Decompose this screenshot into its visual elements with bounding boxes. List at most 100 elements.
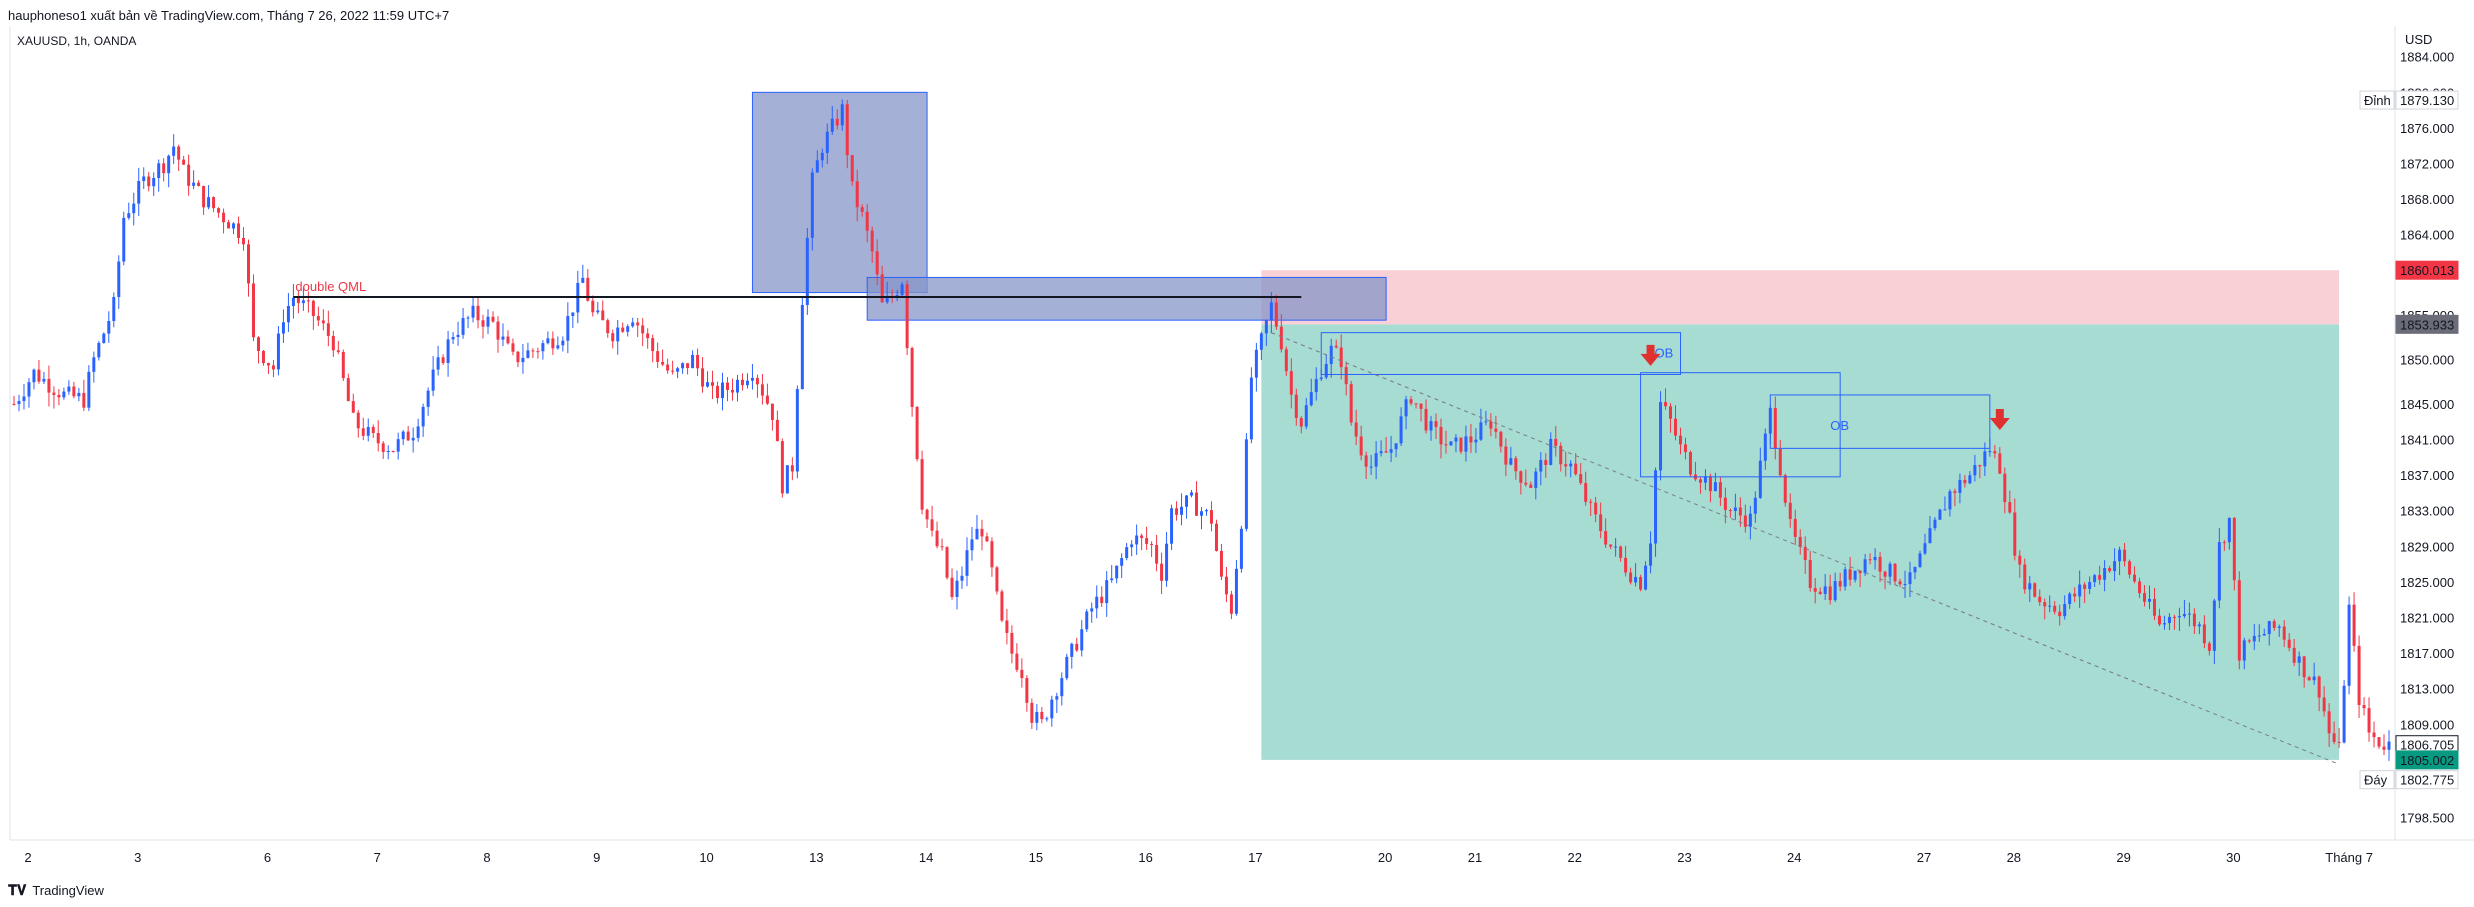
- candle-body: [2252, 635, 2256, 642]
- candle-body: [855, 181, 859, 208]
- candle-body: [1254, 349, 1258, 378]
- candle-body: [466, 317, 470, 319]
- candle-body: [760, 384, 764, 396]
- candle-body: [237, 223, 241, 238]
- candle-body: [1703, 476, 1707, 483]
- candle-body: [2148, 598, 2152, 602]
- candle-body: [785, 465, 789, 494]
- candle-body: [2352, 604, 2356, 646]
- candle-body: [820, 152, 824, 161]
- candle-body: [765, 395, 769, 404]
- candle-body: [1190, 492, 1194, 496]
- candle-body: [2382, 746, 2386, 750]
- candle-body: [726, 382, 729, 390]
- x-tick-label: 17: [1248, 850, 1262, 865]
- candle-body: [127, 213, 131, 218]
- y-tick-label: 1798.500: [2400, 811, 2454, 826]
- candle-body: [152, 177, 156, 187]
- candle-body: [636, 322, 640, 326]
- candle-body: [396, 439, 400, 452]
- y-tick-label: 1809.000: [2400, 717, 2454, 732]
- candle-body: [2172, 616, 2176, 618]
- candle-body: [102, 333, 106, 343]
- candle-body: [1509, 458, 1513, 465]
- candle-body: [1723, 497, 1727, 511]
- candle-body: [1788, 502, 1792, 519]
- candle-body: [666, 364, 670, 371]
- supply-zone-box-1: [751, 91, 928, 294]
- candle-body: [336, 350, 340, 352]
- candle-body: [1130, 544, 1134, 548]
- candle-body: [1823, 586, 1827, 594]
- candle-body: [1773, 407, 1777, 449]
- candle-body: [2048, 605, 2052, 607]
- candle-body: [346, 378, 350, 402]
- candle-body: [1304, 405, 1308, 427]
- candle-body: [2068, 593, 2072, 605]
- candle-body: [616, 327, 620, 342]
- candle-body: [1678, 435, 1682, 445]
- candle-body: [2157, 615, 2161, 625]
- candle-body: [137, 181, 141, 204]
- candle-body: [1359, 436, 1363, 456]
- candle-body: [915, 406, 919, 460]
- candle-body: [1888, 563, 1892, 577]
- candle-body: [1818, 591, 1822, 594]
- candle-body: [1449, 441, 1453, 446]
- candle-body: [1748, 513, 1752, 527]
- candle-body: [1439, 427, 1443, 445]
- candle-body: [1963, 479, 1967, 484]
- candle-body: [2192, 613, 2196, 627]
- candle-body: [571, 312, 575, 316]
- footer-brand[interactable]: 𝐓𝐕 TradingView: [8, 882, 104, 899]
- candle-body: [2257, 635, 2261, 637]
- candle-body: [1938, 509, 1942, 520]
- price-tag-stop-loss: [2395, 260, 2459, 280]
- candle-body: [2262, 634, 2266, 636]
- x-axis-labels: 2 3 6 7 8 9 10 13 14 15 16 17 20 21 22 23 24 27 28 29 30 Thán…: [24, 850, 2373, 865]
- candle-body: [1544, 460, 1548, 465]
- x-tick-label: 6: [264, 850, 271, 865]
- candle-body: [940, 546, 944, 548]
- x-tick-label: 21: [1468, 850, 1482, 865]
- candle-body: [1209, 510, 1213, 524]
- candle-body: [172, 146, 176, 156]
- candle-body: [2357, 645, 2361, 706]
- candle-body: [426, 390, 430, 407]
- symbol-label: XAUUSD, 1h, OANDA: [17, 34, 137, 48]
- candle-body: [17, 401, 21, 405]
- candles-group: [12, 99, 2391, 761]
- candle-body: [247, 244, 251, 284]
- candle-body: [1698, 479, 1702, 483]
- candle-body: [1150, 543, 1154, 545]
- candle-body: [1015, 653, 1019, 670]
- candle-body: [2202, 624, 2206, 644]
- candle-body: [1344, 367, 1348, 385]
- candle-body: [1728, 510, 1732, 512]
- y-tick-label: 1817.000: [2400, 646, 2454, 661]
- currency-label: USD: [2405, 32, 2432, 47]
- candle-body: [1284, 349, 1288, 372]
- candle-body: [1644, 565, 1648, 590]
- candle-body: [331, 335, 335, 351]
- candle-body: [1554, 438, 1558, 446]
- price-tag-label-low: Đáy: [2364, 773, 2388, 788]
- candle-body: [1953, 491, 1957, 493]
- candle-body: [1234, 568, 1238, 614]
- candle-body: [755, 377, 759, 385]
- candle-body: [1214, 523, 1218, 551]
- candle-body: [306, 300, 310, 302]
- candle-body: [1564, 464, 1568, 467]
- candle-body: [1808, 560, 1812, 588]
- candle-body: [491, 316, 495, 322]
- candle-body: [2028, 583, 2032, 590]
- candle-body: [2207, 643, 2211, 651]
- x-tick-label: 28: [2007, 850, 2021, 865]
- candle-body: [1309, 392, 1313, 406]
- candle-body: [1853, 570, 1857, 580]
- candle-body: [2367, 708, 2371, 733]
- candle-body: [386, 451, 390, 453]
- candle-body: [1793, 518, 1797, 537]
- candle-body: [87, 371, 91, 408]
